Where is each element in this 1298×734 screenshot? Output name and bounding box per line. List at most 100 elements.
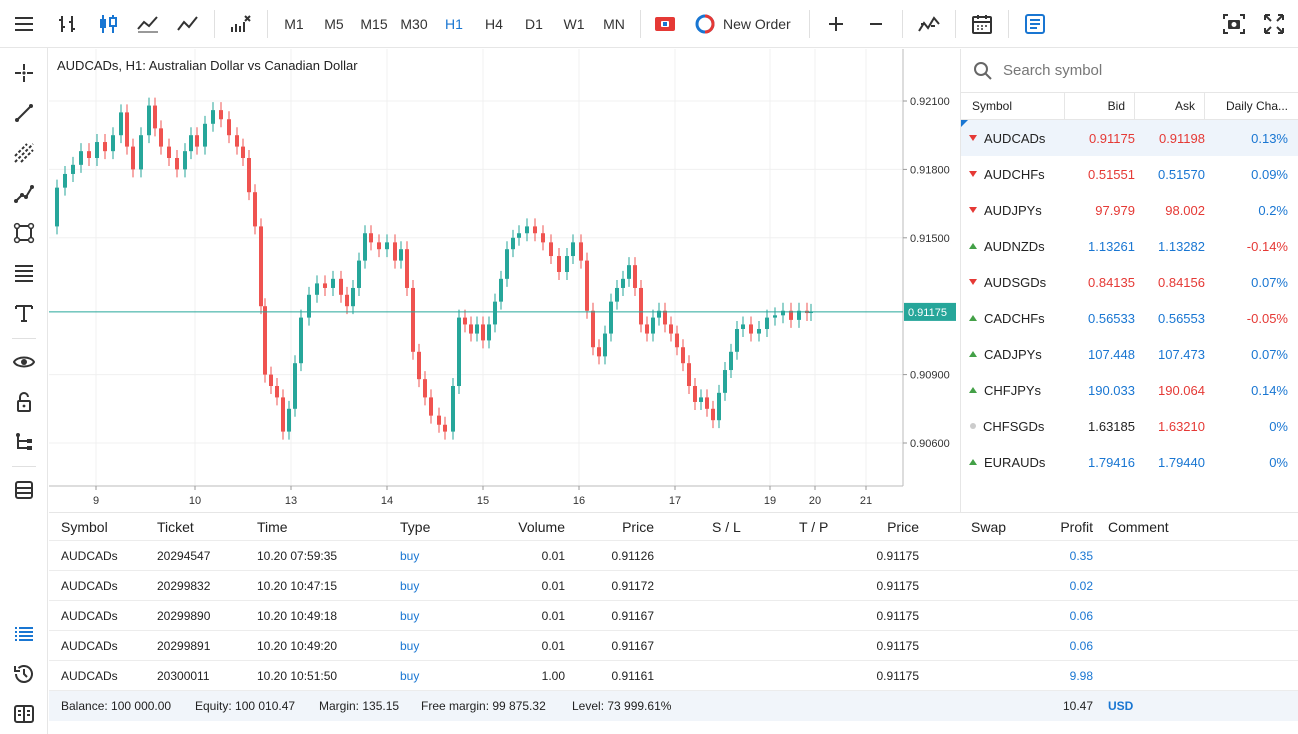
trade-open-price: 0.91167 (611, 639, 655, 653)
currency[interactable]: USD (1108, 699, 1134, 713)
timeframe-m1[interactable]: M1 (284, 15, 304, 32)
col-ticket[interactable]: Ticket (157, 519, 194, 535)
watchlist-row[interactable]: AUDCHFs 0.51551 0.51570 0.09% (961, 156, 1298, 192)
trade-open-price: 0.91167 (611, 609, 655, 623)
channel-icon[interactable] (0, 135, 48, 171)
crosshair-icon[interactable] (0, 55, 48, 91)
header-symbol[interactable]: Symbol (961, 92, 1065, 120)
header-daily-change[interactable]: Daily Cha... (1225, 98, 1288, 113)
col-symbol[interactable]: Symbol (61, 519, 108, 535)
timeframe-m30[interactable]: M30 (400, 15, 428, 32)
market-watch-icon[interactable] (1015, 0, 1055, 48)
trend-line-icon[interactable] (0, 95, 48, 131)
bid-value: 1.13261 (1088, 238, 1135, 254)
watchlist-row[interactable]: CHFSGDs 1.63185 1.63210 0% (961, 408, 1298, 444)
candle-body (705, 397, 709, 409)
fibonacci-icon[interactable] (0, 255, 48, 291)
candle-body (345, 294, 349, 307)
candle-body (579, 242, 583, 261)
fullscreen-icon[interactable] (1254, 0, 1294, 48)
polyline-icon[interactable] (0, 175, 48, 211)
price-chart[interactable]: 0.92100 0.91800 0.91500 0.90900 0.90600 9 10 13… (49, 49, 959, 512)
indicators-icon[interactable] (221, 0, 261, 48)
new-order-button[interactable]: New Order (683, 0, 803, 48)
header-ask[interactable]: Ask (1135, 92, 1205, 120)
timeframe-h4[interactable]: H4 (485, 15, 503, 32)
candle-body (609, 301, 613, 334)
search-bar (961, 49, 1298, 93)
trade-row[interactable]: AUDCADs 20299832 10.20 10:47:15 buy 0.01 0.91… (49, 571, 1298, 601)
watchlist-row[interactable]: AUDJPYs 97.979 98.002 0.2% (961, 192, 1298, 228)
watchlist-row[interactable]: CADJPYs 107.448 107.473 0.07% (961, 336, 1298, 372)
candle-body (259, 226, 263, 307)
watchlist-row[interactable]: AUDSGDs 0.84135 0.84156 0.07% (961, 264, 1298, 300)
trade-volume: 0.01 (541, 609, 565, 623)
candlestick-icon[interactable] (88, 0, 128, 48)
trade-symbol: AUDCADs (61, 609, 118, 623)
col-comment[interactable]: Comment (1108, 519, 1169, 535)
search-input[interactable] (1003, 62, 1263, 79)
balance: Balance: 100 000.00 (61, 699, 172, 713)
line-chart-icon[interactable] (168, 0, 208, 48)
trade-row[interactable]: AUDCADs 20299891 10.20 10:49:20 buy 0.01 0.91… (49, 631, 1298, 661)
calendar-icon[interactable] (962, 0, 1002, 48)
zoom-out-icon[interactable] (856, 0, 896, 48)
area-chart-icon[interactable] (128, 0, 168, 48)
shape-icon[interactable] (0, 215, 48, 251)
col-sl[interactable]: S / L (712, 519, 741, 535)
col-swap[interactable]: Swap (971, 519, 1007, 535)
lock-icon[interactable] (0, 384, 48, 420)
candle-body (463, 317, 467, 325)
candle-body (645, 324, 649, 334)
one-click-trading-icon[interactable] (647, 0, 683, 48)
trade-list-icon[interactable] (0, 616, 48, 652)
watchlist-row[interactable]: AUDCADs 0.91175 0.91198 0.13% (961, 120, 1298, 156)
watchlist-rows: AUDCADs 0.91175 0.91198 0.13% AUDCHFs 0.51551… (961, 120, 1298, 480)
header-bid[interactable]: Bid (1065, 92, 1135, 120)
candle-body (153, 105, 157, 129)
watchlist-row[interactable]: AUDNZDs 1.13261 1.13282 -0.14% (961, 228, 1298, 264)
watchlist-row[interactable]: CHFJPYs 190.033 190.064 0.14% (961, 372, 1298, 408)
trade-row[interactable]: AUDCADs 20294547 10.20 07:59:35 buy 0.01 0.91… (49, 541, 1298, 571)
journal-icon[interactable] (0, 696, 48, 732)
timeframe-mn[interactable]: MN (603, 15, 625, 32)
col-price[interactable]: Price (622, 519, 654, 535)
history-icon[interactable] (0, 656, 48, 692)
trade-row[interactable]: AUDCADs 20299890 10.20 10:49:18 buy 0.01 0.91… (49, 601, 1298, 631)
symbol-name: AUDCADs (984, 130, 1046, 146)
zoom-in-icon[interactable] (816, 0, 856, 48)
trade-volume: 0.01 (541, 549, 565, 563)
col-time[interactable]: Time (257, 519, 288, 535)
candle-body (597, 347, 601, 357)
candle-body (765, 317, 769, 329)
timeframe-m5[interactable]: M5 (324, 15, 344, 32)
candle-body (669, 324, 673, 334)
bar-chart-icon[interactable] (48, 0, 88, 48)
menu-icon[interactable] (0, 0, 48, 48)
timeframe-d1[interactable]: D1 (525, 15, 543, 32)
candle-body (481, 324, 485, 341)
candle-body (79, 151, 83, 165)
watchlist-row[interactable]: CADCHFs 0.56533 0.56553 -0.05% (961, 300, 1298, 336)
timeframe-m15[interactable]: M15 (360, 15, 388, 32)
toolbar-divider (808, 9, 810, 38)
eye-icon[interactable] (0, 344, 48, 380)
chart-indicator-icon[interactable] (909, 0, 949, 48)
col-current-price[interactable]: Price (887, 519, 919, 535)
col-type[interactable]: Type (400, 519, 431, 535)
chart-canvas[interactable]: 0.92100 0.91800 0.91500 0.90900 0.90600 9 10 13… (49, 49, 959, 512)
template-icon[interactable] (0, 472, 48, 508)
object-tree-icon[interactable] (0, 424, 48, 460)
timeframe-w1[interactable]: W1 (563, 15, 585, 32)
ask-value: 1.13282 (1158, 238, 1205, 254)
text-tool-icon[interactable] (0, 295, 48, 331)
candle-body (183, 151, 187, 170)
col-tp[interactable]: T / P (799, 519, 829, 535)
trade-volume: 0.01 (541, 579, 565, 593)
watchlist-row[interactable]: EURAUDs 1.79416 1.79440 0% (961, 444, 1298, 480)
col-profit[interactable]: Profit (1060, 519, 1093, 535)
col-volume[interactable]: Volume (518, 519, 565, 535)
screenshot-icon[interactable] (1214, 0, 1254, 48)
timeframe-h1[interactable]: H1 (445, 15, 463, 32)
trade-row[interactable]: AUDCADs 20300011 10.20 10:51:50 buy 1.00 0.91… (49, 661, 1298, 691)
